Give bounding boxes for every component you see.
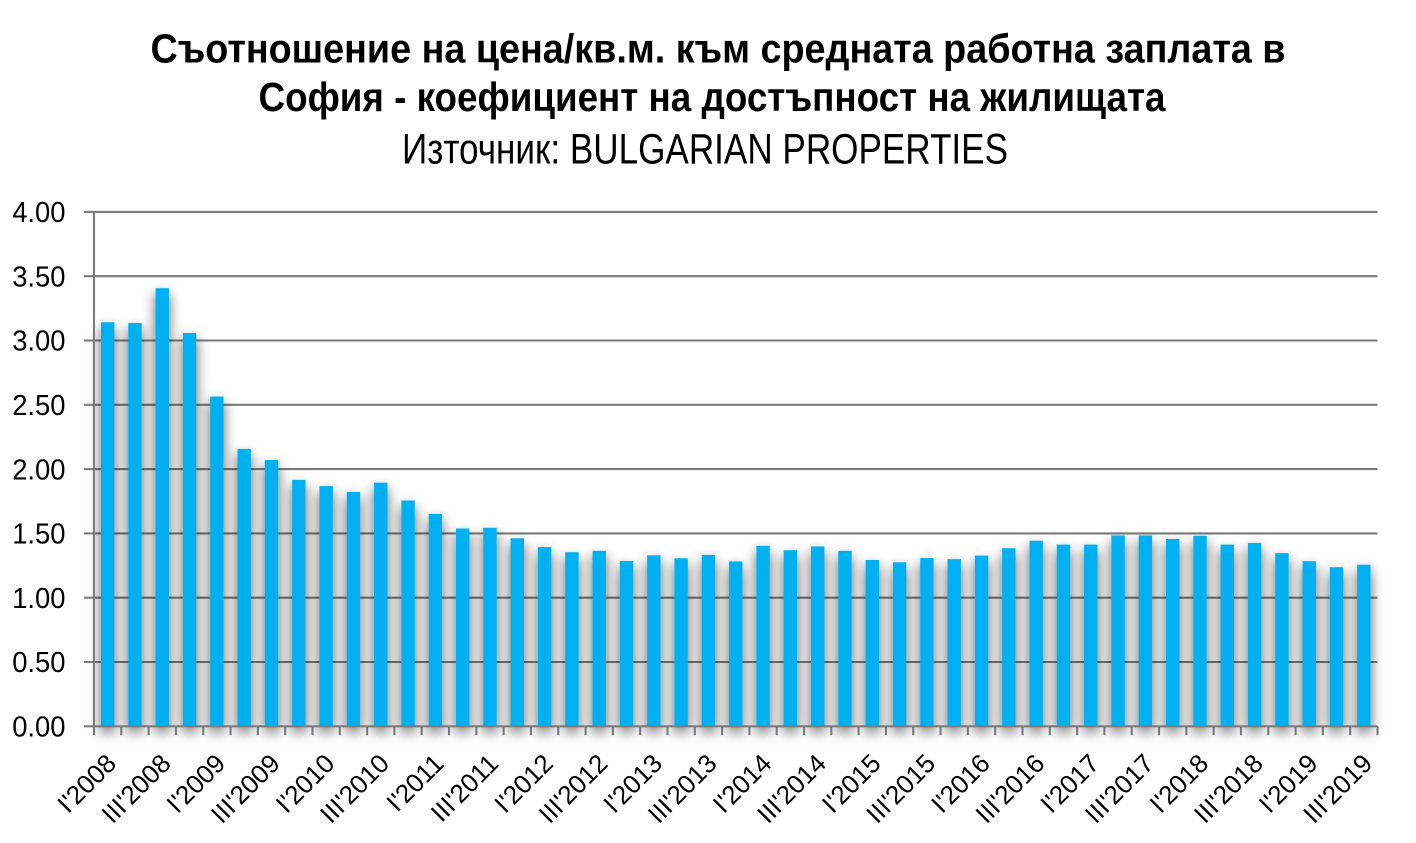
- svg-text:3.50: 3.50: [12, 261, 65, 293]
- svg-text:2.50: 2.50: [12, 390, 65, 422]
- svg-text:София - коефициент на достъпно: София - коефициент на достъпност на жили…: [259, 74, 1166, 120]
- svg-text:Източник: BULGARIAN PROPERTIES: Източник: BULGARIAN PROPERTIES: [402, 125, 1008, 173]
- svg-text:Съотношение на цена/кв.м. към: Съотношение на цена/кв.м. към средната р…: [151, 26, 1286, 72]
- svg-text:3.00: 3.00: [12, 326, 65, 358]
- svg-text:0.00: 0.00: [12, 712, 65, 744]
- svg-text:2.00: 2.00: [12, 454, 65, 486]
- svg-text:0.50: 0.50: [12, 647, 65, 679]
- svg-text:1.50: 1.50: [12, 519, 65, 551]
- svg-text:4.00: 4.00: [12, 197, 65, 229]
- svg-text:1.00: 1.00: [12, 583, 65, 615]
